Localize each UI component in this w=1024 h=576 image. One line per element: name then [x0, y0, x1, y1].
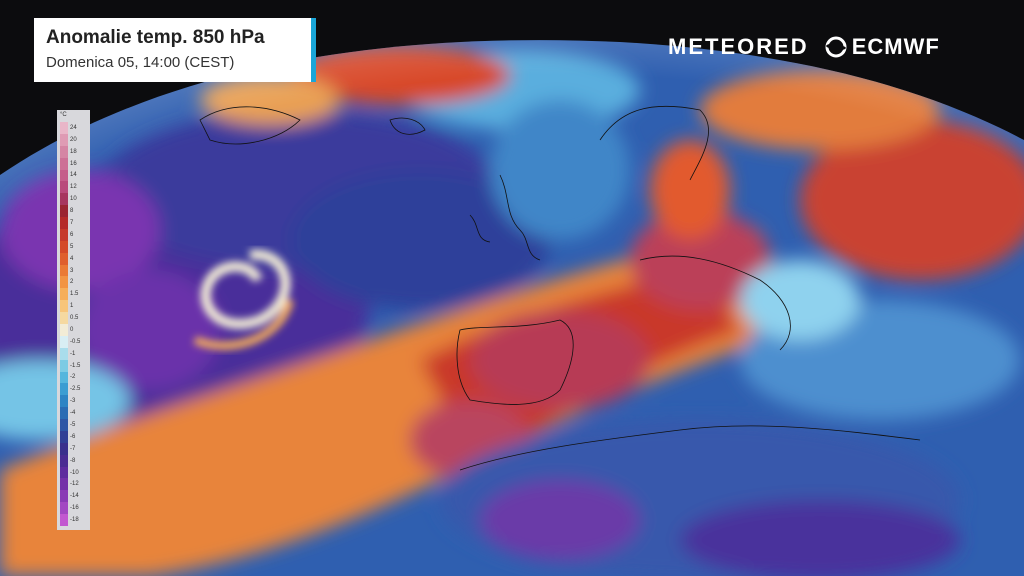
legend-swatch — [60, 407, 68, 420]
legend-tick-label: 10 — [70, 196, 77, 203]
legend-swatch — [60, 205, 68, 218]
legend-swatch — [60, 466, 68, 479]
legend-tick-label: -8 — [70, 457, 76, 464]
legend-tick-label: 16 — [70, 160, 77, 167]
legend-swatch — [60, 335, 68, 349]
brand-logos: METEORED ECMWF — [668, 32, 940, 62]
legend-tick-label: 7 — [70, 220, 74, 226]
legend-tick-label: -3 — [70, 398, 76, 405]
legend-tick-label: 20 — [70, 136, 77, 143]
legend-ticks: 24 20 18 16 14 12 10 8 7 6 5 4 3 2 1.5 1 0.5 0 -0.5 -1 -1.5 -… — [70, 122, 88, 526]
legend-tick-label: -2.5 — [70, 386, 81, 393]
legend-tick-label: -14 — [70, 493, 79, 500]
legend-swatch — [60, 145, 68, 159]
legend-swatch — [60, 169, 68, 182]
legend-tick-label: -1.5 — [70, 362, 81, 369]
legend-swatch — [60, 181, 68, 194]
legend-swatch — [60, 383, 68, 396]
legend-tick-label: -1 — [70, 350, 76, 357]
color-legend: °C 24 20 18 16 14 12 10 8 7 6 5 4 3 2 1.5 1 0.5 0 -0.5 -1 -1… — [57, 110, 90, 530]
legend-tick-label: 12 — [70, 184, 77, 191]
title-box: Anomalie temp. 850 hPa Domenica 05, 14:0… — [34, 18, 316, 82]
legend-tick-label: 14 — [70, 172, 77, 179]
legend-tick-label: -4 — [70, 410, 76, 417]
ecmwf-logo: ECMWF — [823, 34, 940, 60]
legend-swatch — [60, 442, 68, 456]
legend-tick-label: -0.5 — [70, 338, 81, 345]
legend-swatch — [60, 133, 68, 147]
legend-swatch — [60, 122, 68, 135]
legend-swatch — [60, 514, 68, 527]
legend-swatch — [60, 419, 68, 432]
legend-swatch — [60, 430, 68, 444]
legend-swatch — [60, 217, 68, 230]
legend-tick-label: 3 — [70, 267, 74, 274]
legend-tick-label: -2 — [70, 374, 76, 381]
legend-swatch — [60, 359, 68, 373]
legend-swatch — [60, 193, 68, 206]
legend-tick-label: 1.5 — [70, 291, 79, 298]
legend-swatch — [60, 454, 68, 468]
legend-swatch — [60, 347, 68, 361]
legend-swatch — [60, 252, 68, 266]
legend-swatch — [60, 276, 68, 289]
legend-tick-label: -6 — [70, 433, 76, 440]
legend-color-bar — [60, 122, 68, 527]
legend-swatch — [60, 228, 68, 242]
legend-unit: °C — [60, 112, 67, 118]
legend-tick-label: 2 — [70, 279, 74, 286]
legend-swatch — [60, 264, 68, 277]
legend-swatch — [60, 157, 68, 171]
legend-swatch — [60, 312, 68, 325]
legend-tick-label: 24 — [70, 124, 77, 131]
legend-tick-label: 18 — [70, 148, 77, 155]
legend-swatch — [60, 395, 68, 408]
legend-tick-label: -7 — [70, 445, 76, 452]
legend-swatch — [60, 371, 68, 384]
legend-tick-label: 6 — [70, 231, 74, 238]
legend-tick-label: -10 — [70, 469, 79, 476]
legend-tick-label: 1 — [70, 303, 74, 310]
legend-swatch — [60, 490, 68, 503]
legend-swatch — [60, 300, 68, 313]
legend-swatch — [60, 324, 68, 337]
map-title: Anomalie temp. 850 hPa — [46, 27, 265, 48]
ecmwf-swirl-icon — [825, 36, 847, 58]
legend-tick-label: -18 — [70, 517, 79, 524]
legend-swatch — [60, 288, 68, 301]
legend-tick-label: 0.5 — [70, 315, 79, 322]
legend-swatch — [60, 502, 68, 515]
legend-tick-label: 5 — [70, 243, 74, 250]
legend-swatch — [60, 240, 68, 254]
legend-tick-label: 8 — [70, 208, 74, 215]
legend-tick-label: -12 — [70, 481, 79, 488]
legend-tick-label: 4 — [70, 255, 74, 262]
meteored-logo: METEORED — [668, 34, 809, 59]
legend-tick-label: -16 — [70, 505, 79, 512]
legend-swatch — [60, 478, 68, 491]
map-subtitle: Domenica 05, 14:00 (CEST) — [46, 54, 235, 71]
legend-tick-label: -5 — [70, 422, 76, 428]
legend-tick-label: 0 — [70, 326, 74, 333]
